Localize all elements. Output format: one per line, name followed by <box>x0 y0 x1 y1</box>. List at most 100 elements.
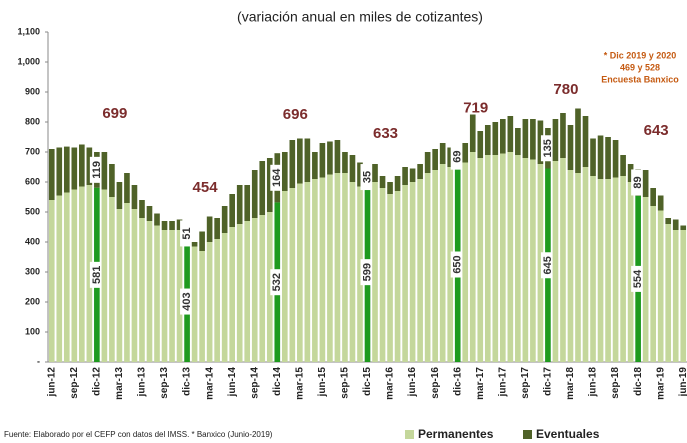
bar-segment <box>590 176 596 362</box>
bar-segment <box>109 197 115 362</box>
bar-segment <box>484 155 491 362</box>
bar-segment <box>349 155 356 182</box>
data-label: 650 <box>452 255 464 273</box>
bar-segment <box>447 147 454 167</box>
bar-segment <box>469 114 476 152</box>
data-label-box <box>360 259 375 286</box>
bar-segment <box>342 152 348 173</box>
data-label: 119 <box>91 161 103 179</box>
bar-segment <box>379 176 386 188</box>
bar-segment <box>432 149 438 170</box>
bar-segment <box>191 242 198 247</box>
total-annotation: 643 <box>644 122 669 139</box>
bar-segment <box>522 158 529 362</box>
x-tick-label: jun-12 <box>46 367 57 398</box>
bar-segment <box>161 221 168 230</box>
bar-segment <box>560 113 566 158</box>
x-tick-label: jun-15 <box>317 367 328 398</box>
legend-swatch <box>405 430 414 439</box>
bar-segment <box>297 138 303 184</box>
x-tick-label: sep-16 <box>430 367 441 399</box>
bar-segment <box>462 162 469 362</box>
bar-segment <box>251 170 258 218</box>
data-label: 554 <box>632 269 644 288</box>
bar-segment <box>86 147 93 185</box>
y-tick-label: 300 <box>25 266 40 276</box>
y-tick-label: 200 <box>25 296 40 306</box>
x-tick-label: sep-13 <box>159 367 170 399</box>
bar-segment <box>266 212 273 362</box>
legend-swatch <box>523 430 532 439</box>
bar-segment <box>409 168 416 182</box>
bar-segment <box>116 209 123 362</box>
x-tick-label: mar-15 <box>294 367 305 400</box>
bar-segment <box>650 206 656 362</box>
bar-segment <box>221 233 228 362</box>
y-tick-label: 400 <box>25 236 40 246</box>
data-label-box <box>360 164 375 191</box>
x-tick-label: dic-13 <box>182 367 193 396</box>
bar-segment <box>312 152 318 179</box>
x-tick-label: jun-19 <box>678 367 687 398</box>
bar-segment <box>214 218 220 239</box>
total-annotation: 454 <box>193 179 219 196</box>
bar-segment <box>552 119 559 161</box>
bar-segment <box>334 173 341 362</box>
bar-segment <box>484 125 491 155</box>
x-tick-label: sep-12 <box>69 367 80 399</box>
bar-segment <box>131 209 138 362</box>
data-label-box <box>450 251 465 278</box>
data-label-box <box>631 265 646 292</box>
bar-segment <box>605 137 611 179</box>
note: * Dic 2019 y 2020 <box>604 50 677 60</box>
bar-segment <box>334 140 341 173</box>
bar-segment <box>251 218 258 362</box>
bar-segment <box>394 191 401 362</box>
data-label-box <box>270 164 285 191</box>
bar-segment <box>477 131 484 158</box>
y-tick-label: - <box>37 356 40 366</box>
bar-segment <box>447 167 454 362</box>
bar-segment <box>169 230 175 362</box>
bar-segment <box>71 147 78 190</box>
bar-segment <box>199 231 205 251</box>
data-label-box <box>631 169 646 196</box>
bar-segment <box>101 152 108 190</box>
bar-segment <box>221 206 228 233</box>
bar-segment <box>567 170 574 362</box>
y-tick-label: 500 <box>25 206 40 216</box>
bar-segment <box>259 215 266 362</box>
x-tick-label: jun-18 <box>588 367 599 398</box>
bar-segment <box>48 200 55 362</box>
bar-segment <box>582 116 589 167</box>
y-tick-label: 1,000 <box>17 56 40 66</box>
bar-segment <box>71 189 78 362</box>
bar-segment <box>56 195 63 362</box>
bar-segment <box>236 224 243 362</box>
x-tick-label: sep-15 <box>340 367 351 399</box>
x-tick-label: sep-17 <box>520 367 531 399</box>
bar-segment <box>236 185 243 224</box>
data-label: 35 <box>361 171 373 183</box>
bar-segment <box>48 149 55 200</box>
data-label: 581 <box>91 266 103 284</box>
x-tick-label: mar-14 <box>204 367 215 400</box>
bar-segment <box>665 224 672 362</box>
bar-segment <box>244 221 251 362</box>
bar-segment <box>116 182 123 209</box>
bar-segment <box>417 164 423 179</box>
bar-segment <box>327 174 333 362</box>
bar-segment <box>101 189 108 362</box>
bar-segment <box>477 158 484 362</box>
bar-segment <box>627 182 634 362</box>
x-tick-label: dic-15 <box>362 367 373 396</box>
bar-segment <box>146 206 153 221</box>
bar-segment <box>642 170 649 197</box>
bar-segment <box>244 185 251 221</box>
bar-segment <box>552 161 559 362</box>
total-annotation: 699 <box>102 105 127 122</box>
bar-segment <box>409 182 416 362</box>
data-label: 645 <box>542 256 554 274</box>
x-tick-label: mar-17 <box>475 367 486 400</box>
